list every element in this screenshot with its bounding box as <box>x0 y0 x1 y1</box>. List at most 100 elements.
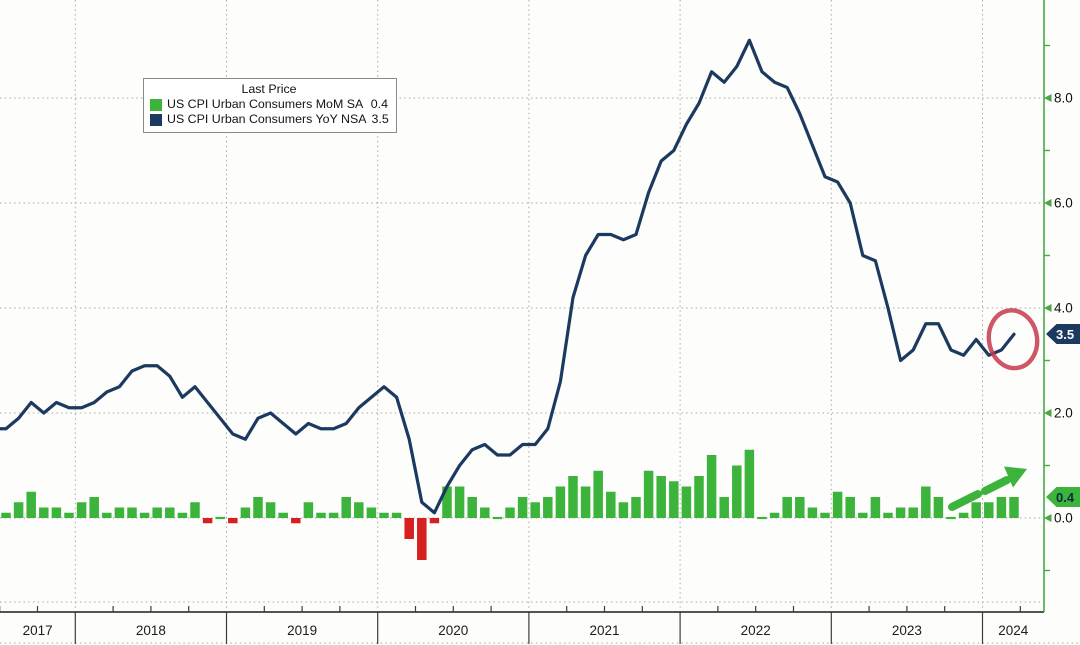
mom-bar <box>442 486 452 518</box>
mom-bar <box>858 512 868 518</box>
yoy-series-swatch <box>150 113 162 126</box>
mom-bar <box>606 491 616 518</box>
legend-entry-mom-value: 0.4 <box>370 97 388 111</box>
mom-bar <box>517 497 528 518</box>
mom-bar <box>64 512 74 518</box>
mom-bar <box>555 486 566 518</box>
x-axis-year-label: 2021 <box>589 623 619 638</box>
mom-bar <box>13 502 24 518</box>
x-axis-year-label: 2024 <box>998 623 1029 638</box>
y-axis-tick-label: 4.0 <box>1054 301 1073 316</box>
mom-bar <box>202 518 213 524</box>
yoy-line <box>0 38 1016 515</box>
x-axis-year-label: 2017 <box>23 623 53 638</box>
mom-bar <box>152 507 162 518</box>
mom-bar <box>832 491 843 518</box>
mom-bar <box>769 512 780 518</box>
mom-bar <box>417 518 427 560</box>
mom-bar <box>744 449 755 518</box>
mom-bar <box>1009 497 1019 518</box>
legend-entry-mom: US CPI Urban Consumers MoM SA 0.4 <box>150 97 388 112</box>
mom-bar <box>984 502 994 518</box>
mom-bar <box>895 507 906 518</box>
y-axis-tick-label: 8.0 <box>1054 91 1073 106</box>
mom-bar <box>253 497 263 518</box>
mom-bar <box>870 497 881 518</box>
mom-bar <box>795 497 805 518</box>
mom-last-price-tag: 0.4 <box>1046 487 1080 507</box>
mom-bar <box>89 497 99 518</box>
mom-bar <box>492 516 503 520</box>
mom-bar <box>328 512 339 518</box>
mom-bar <box>694 476 704 518</box>
mom-bar <box>681 486 692 518</box>
mom-bar <box>593 470 603 518</box>
mom-bar <box>429 518 440 524</box>
y-axis-tick-arrow <box>1044 94 1052 102</box>
x-axis-years: 2017 2018 2019 2020 2021 2022 2023 2024 <box>23 612 1029 644</box>
mom-bar <box>139 512 150 518</box>
legend-entry-mom-label: US CPI Urban Consumers MoM SA <box>167 97 364 111</box>
mom-bar <box>102 512 112 518</box>
mom-bar <box>921 486 931 518</box>
mom-bar <box>76 502 87 518</box>
mom-bar <box>165 507 175 518</box>
mom-bar <box>467 497 477 518</box>
mom-bar <box>845 497 855 518</box>
mom-bar <box>404 518 414 539</box>
mom-bar <box>39 507 49 518</box>
x-axis-year-label: 2019 <box>287 623 317 638</box>
mom-bar <box>114 507 125 518</box>
arrow-head-icon <box>1004 466 1027 488</box>
trend-arrow-annotation <box>948 466 1027 511</box>
mom-bar <box>618 502 629 518</box>
mom-bar <box>971 502 981 518</box>
x-axis-year-label: 2023 <box>892 623 922 638</box>
mom-bar <box>530 502 540 518</box>
legend-box: Last Price US CPI Urban Consumers MoM SA… <box>143 78 397 133</box>
mom-bar <box>820 512 830 518</box>
mom-bar <box>228 518 238 524</box>
mom-bar <box>643 470 654 518</box>
y-axis-tick-arrow <box>1044 199 1052 207</box>
mom-bar <box>240 507 251 518</box>
mom-bar <box>316 512 326 518</box>
mom-bar <box>26 491 36 518</box>
mom-bar <box>354 502 364 518</box>
legend-entry-yoy-value: 3.5 <box>371 112 389 126</box>
mom-bar <box>265 502 276 518</box>
mom-bar <box>631 497 641 518</box>
mom-bar <box>51 507 62 518</box>
mom-bar <box>454 486 465 518</box>
mom-bar <box>568 476 578 518</box>
legend-title: Last Price <box>241 82 297 96</box>
yoy-last-price-tag: 3.5 <box>1046 324 1080 344</box>
mom-series-swatch <box>150 98 162 111</box>
mom-bar <box>379 512 389 518</box>
mom-bar <box>1 512 11 518</box>
legend-entry-yoy: US CPI Urban Consumers YoY NSA 3.5 <box>150 112 389 127</box>
mom-bar <box>669 481 679 518</box>
mom-bar <box>908 507 918 518</box>
x-axis-quarter-ticks <box>0 606 1021 612</box>
y-axis-tick-label: 2.0 <box>1054 406 1073 421</box>
mom-bar <box>946 516 956 520</box>
mom-bar <box>883 512 893 518</box>
mom-bar <box>543 497 553 518</box>
mom-bar <box>291 518 301 524</box>
y-axis-tick-arrow <box>1044 409 1052 417</box>
mom-bar <box>278 512 288 518</box>
mom-bar <box>215 516 225 520</box>
mom-bar <box>732 465 742 518</box>
y-axis-tick-label: 0.0 <box>1054 511 1073 526</box>
mom-bar <box>391 512 402 518</box>
y-axis-ticks: 0.0 2.0 4.0 6.0 8.0 <box>1044 44 1073 572</box>
mom-bar <box>303 502 314 518</box>
mom-bar <box>958 512 969 518</box>
x-axis-year-label: 2018 <box>136 623 166 638</box>
highlight-circle-annotation <box>986 308 1040 371</box>
mom-bar <box>807 507 818 518</box>
x-axis-year-label: 2022 <box>741 623 771 638</box>
